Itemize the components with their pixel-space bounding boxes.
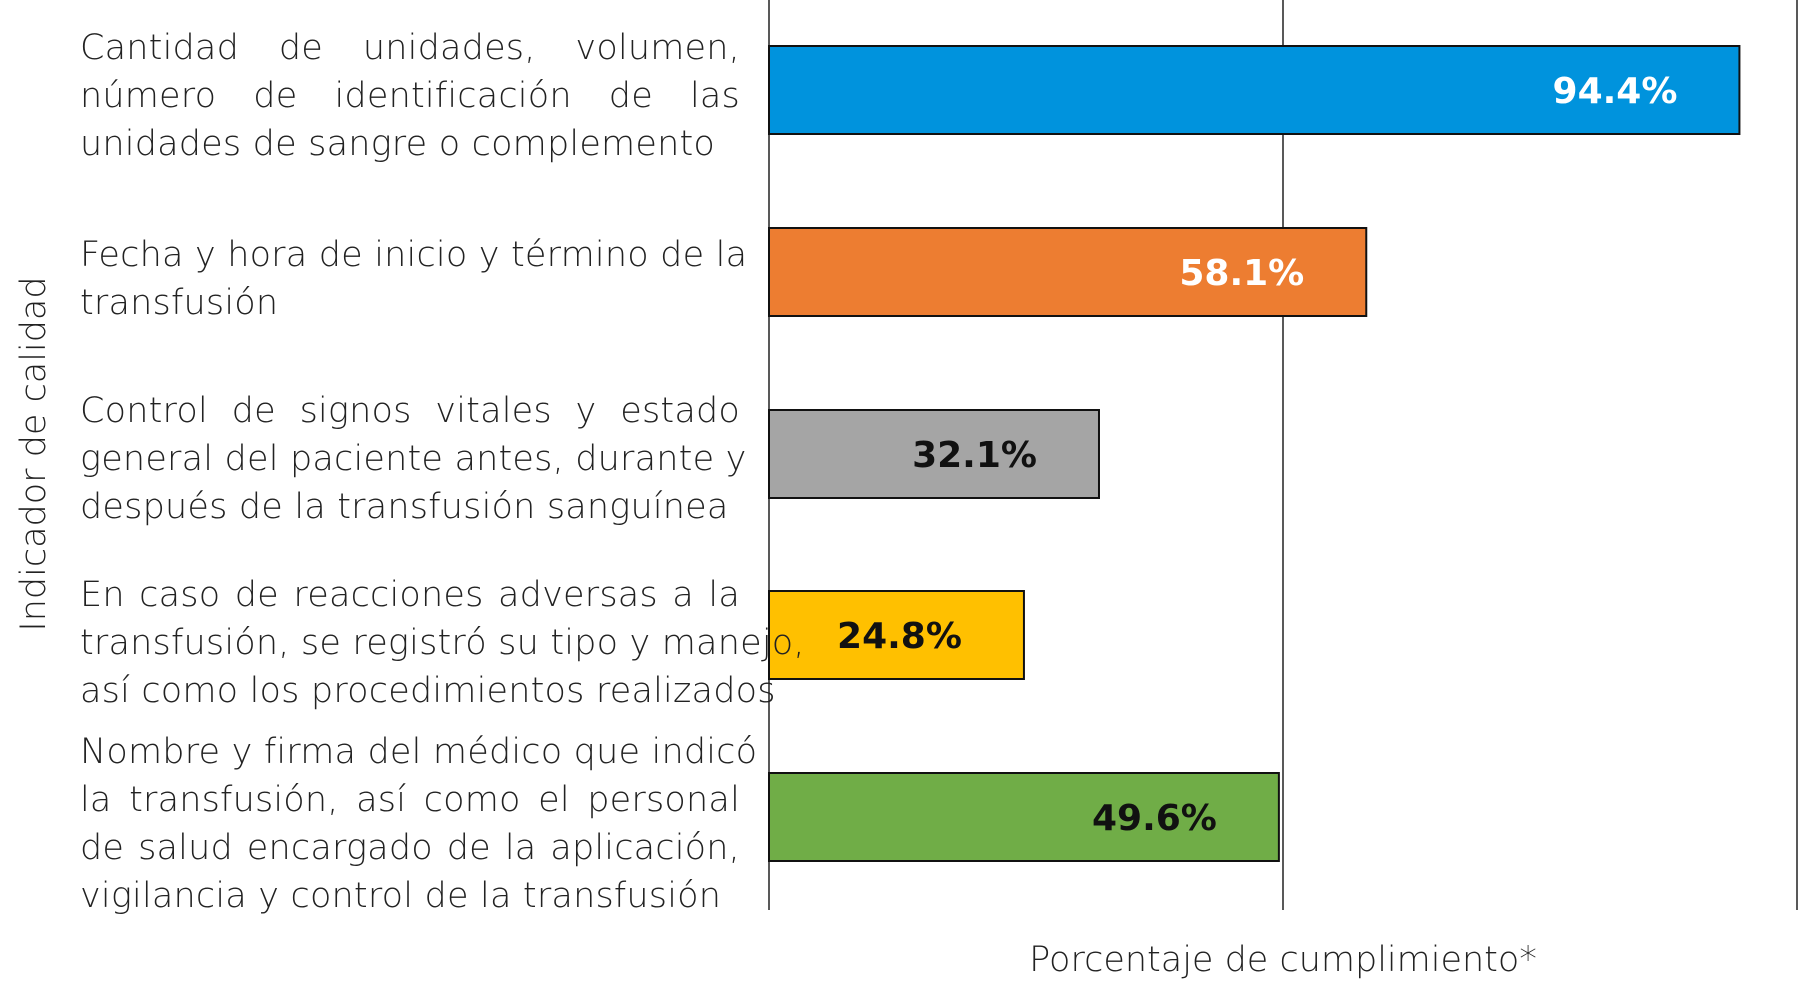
category-label-line: transfusión (80, 283, 279, 323)
category-label-line: después de la transfusión sanguínea (80, 487, 729, 527)
bar (768, 772, 1280, 862)
data-label: 49.6% (1092, 798, 1217, 839)
bar (768, 227, 1368, 317)
bar (768, 409, 1100, 499)
category-label-line: Fecha y hora de inicio y término de la (80, 235, 748, 275)
category-label-line: Cantidad de unidades, volumen, (80, 28, 740, 68)
category-label-line: de salud encargado de la aplicación, (80, 828, 740, 868)
category-label-line: transfusión, se registró su tipo y manej… (80, 623, 805, 663)
category-label-line: En caso de reacciones adversas a la (80, 575, 740, 615)
category-label-line: Nombre y firma del médico que indicó (80, 732, 758, 772)
bar (768, 45, 1741, 135)
category-label: En caso de reacciones adversas a la trans… (80, 571, 805, 715)
category-label-line: número de identificación de las (80, 76, 740, 116)
category-label: Nombre y firma del médico que indicó la t… (80, 728, 758, 920)
data-label: 32.1% (912, 435, 1037, 476)
data-label: 24.8% (837, 616, 962, 657)
y-axis-title: Indicador de calidad (14, 276, 54, 632)
data-label: 94.4% (1553, 71, 1678, 112)
category-label-line: unidades de sangre o complemento (80, 124, 715, 164)
category-label-line: vigilancia y control de la transfusión (80, 876, 722, 916)
category-label: Cantidad de unidades, volumen, número de … (80, 24, 740, 168)
category-label: Control de signos vitales y estado genera… (80, 387, 747, 531)
category-label: Fecha y hora de inicio y término de la tr… (80, 231, 748, 327)
category-label-line: así como los procedimientos realizados (80, 671, 776, 711)
x-axis-title: Porcentaje de cumplimiento* (1029, 940, 1537, 980)
data-label: 58.1% (1179, 253, 1304, 294)
category-label-line: Control de signos vitales y estado (80, 391, 740, 431)
category-label-line: general del paciente antes, durante y (80, 439, 747, 479)
category-label-line: la transfusión, así como el personal (80, 780, 740, 820)
bar (768, 590, 1025, 680)
